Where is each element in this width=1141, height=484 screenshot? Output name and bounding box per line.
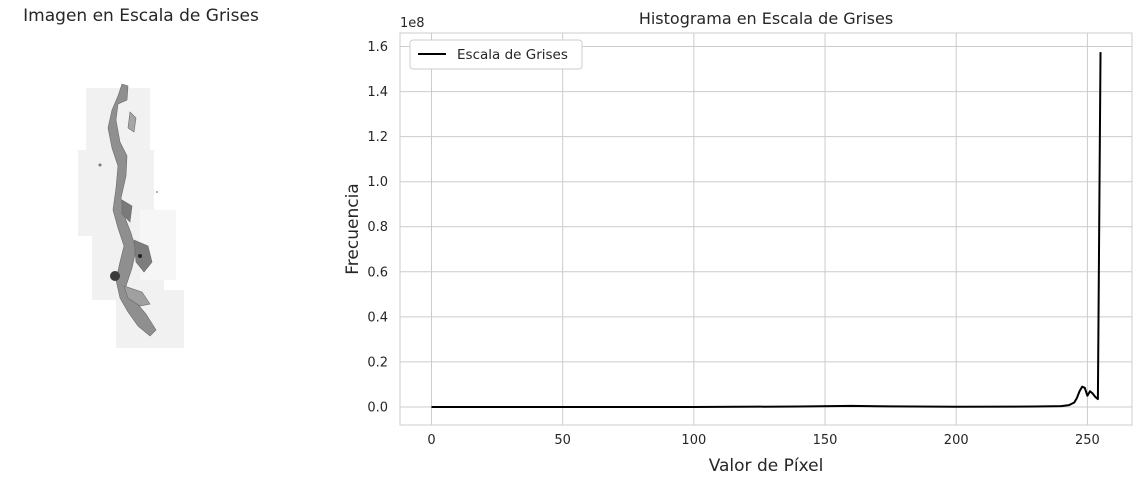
legend-label: Escala de Grises xyxy=(457,47,568,63)
slide-background-tiles xyxy=(78,88,184,348)
tissue-strip xyxy=(107,83,157,337)
x-tick-label: 250 xyxy=(1075,433,1100,448)
x-axis-label: Valor de Píxel xyxy=(709,456,824,476)
x-axis: 0 50 100 150 200 250 xyxy=(427,433,1099,448)
legend-box xyxy=(409,39,583,70)
y-tick-label: 0.8 xyxy=(367,220,388,235)
x-tick-label: 100 xyxy=(681,433,706,448)
y-tick-label: 1.2 xyxy=(367,130,388,145)
tissue-dark-spot xyxy=(110,271,120,281)
series-layer xyxy=(431,52,1102,408)
x-tick-label: 0 xyxy=(427,433,435,448)
y-tick-label: 0.4 xyxy=(367,310,388,325)
y-tick-label: 0.6 xyxy=(367,265,388,280)
y-tick-label: 0.0 xyxy=(367,400,388,415)
y-axis-label: Frecuencia xyxy=(343,183,363,274)
x-tick-label: 200 xyxy=(944,433,969,448)
image-title: Imagen en Escala de Grises xyxy=(23,6,259,26)
series-line-escala-de-grises xyxy=(431,52,1102,408)
y-tick-label: 1.6 xyxy=(367,40,388,55)
y-axis: 0.0 0.2 0.4 0.6 0.8 1.0 1.2 1.4 1.6 xyxy=(367,40,388,415)
y-tick-label: 0.2 xyxy=(367,355,388,370)
x-tick-label: 150 xyxy=(813,433,838,448)
x-tick-label: 50 xyxy=(554,433,571,448)
y-tick-label: 1.0 xyxy=(367,175,388,190)
chart-title: Histograma en Escala de Grises xyxy=(639,9,893,28)
grayscale-image xyxy=(78,83,184,348)
plot-area xyxy=(399,32,1133,426)
y-tick-label: 1.4 xyxy=(367,85,388,100)
y-scale-offset-label: 1e8 xyxy=(400,16,425,31)
legend: Escala de Grises xyxy=(409,39,583,70)
